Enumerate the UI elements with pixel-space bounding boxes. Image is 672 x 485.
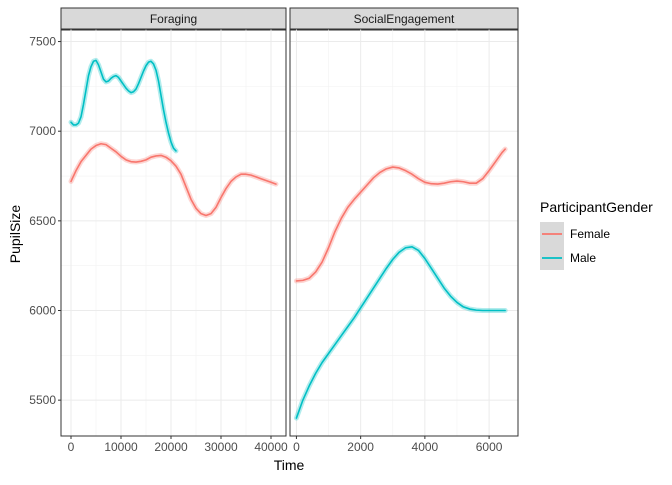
x-tick-label: 40000 (254, 440, 288, 454)
legend-label: Male (570, 251, 596, 265)
y-tick-label: 6000 (29, 303, 56, 317)
y-axis-title: PupilSize (7, 205, 23, 264)
legend-keys: Female Male (540, 222, 610, 270)
legend-label: Female (570, 227, 610, 241)
facet-strip (60, 7, 287, 31)
legend-title: ParticipantGender (540, 199, 653, 215)
y-axis: 5500 6000 6500 7000 7500 (29, 35, 61, 407)
x-axis-title: Time (274, 457, 305, 473)
series-line-female (295, 148, 506, 282)
x-tick-label: 6000 (476, 440, 503, 454)
x-tick-label: 20000 (154, 440, 188, 454)
y-tick-label: 5500 (29, 393, 56, 407)
facet-strip (289, 7, 519, 31)
series-line-female (70, 142, 277, 217)
x-axis: 0 2000 4000 6000 (293, 436, 503, 454)
x-tick-label: 2000 (347, 440, 374, 454)
y-tick-label: 7500 (29, 35, 56, 49)
legend: ParticipantGender Female Male (540, 199, 653, 270)
panel-foraging: Foraging 0 10000 20000 30000 40000 (60, 7, 288, 454)
panel-border (60, 28, 287, 437)
y-tick-label: 7000 (29, 124, 56, 138)
panel-border (289, 28, 519, 437)
x-tick-label: 0 (68, 440, 75, 454)
y-tick-label: 6500 (29, 214, 56, 228)
facet-strip-label: Foraging (150, 12, 197, 26)
x-tick-label: 30000 (204, 440, 238, 454)
gridlines (61, 29, 286, 436)
facet-strip-label: SocialEngagement (354, 12, 455, 26)
series-line-male (70, 59, 177, 152)
panel-socialengagement: SocialEngagement 0 2000 4000 6000 (289, 7, 519, 454)
x-tick-label: 4000 (412, 440, 439, 454)
x-tick-label: 10000 (104, 440, 138, 454)
x-axis: 0 10000 20000 30000 40000 (68, 436, 288, 454)
legend-entry-female: Female (540, 222, 610, 246)
x-tick-label: 0 (293, 440, 300, 454)
series-line-male (295, 246, 506, 419)
legend-entry-male: Male (540, 246, 596, 270)
